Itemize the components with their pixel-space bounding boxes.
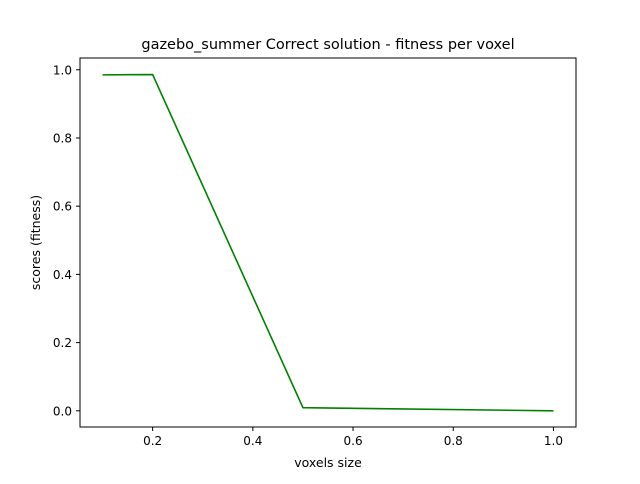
y-tick-label: 0.8 xyxy=(53,131,72,145)
series-line xyxy=(102,73,554,412)
y-tick-label: 0.0 xyxy=(53,404,72,418)
x-tick-label: 1.0 xyxy=(544,434,563,448)
plot-area xyxy=(79,57,577,428)
y-tick-label: 0.4 xyxy=(53,268,72,282)
series-layer xyxy=(102,73,554,412)
data-point xyxy=(302,407,303,408)
chart-title: gazebo_summer Correct solution - fitness… xyxy=(141,37,514,53)
data-point xyxy=(553,410,554,411)
plot-frame xyxy=(79,57,577,428)
y-tick-label: 0.6 xyxy=(53,200,72,214)
data-point xyxy=(102,74,103,75)
y-tick-label: 1.0 xyxy=(53,63,72,77)
y-tick-label: 0.2 xyxy=(53,336,72,350)
x-tick-label: 0.6 xyxy=(344,434,363,448)
y-axis: 0.0 0.2 0.4 0.6 0.8 1.0 xyxy=(53,63,80,418)
x-tick-label: 0.4 xyxy=(243,434,262,448)
x-tick-label: 0.2 xyxy=(143,434,162,448)
x-axis-label: voxels size xyxy=(294,455,362,470)
y-axis-label: scores (fitness) xyxy=(28,195,43,290)
x-axis: 0.2 0.4 0.6 0.8 1.0 xyxy=(143,427,563,448)
data-point xyxy=(152,74,153,75)
x-tick-label: 0.8 xyxy=(444,434,463,448)
